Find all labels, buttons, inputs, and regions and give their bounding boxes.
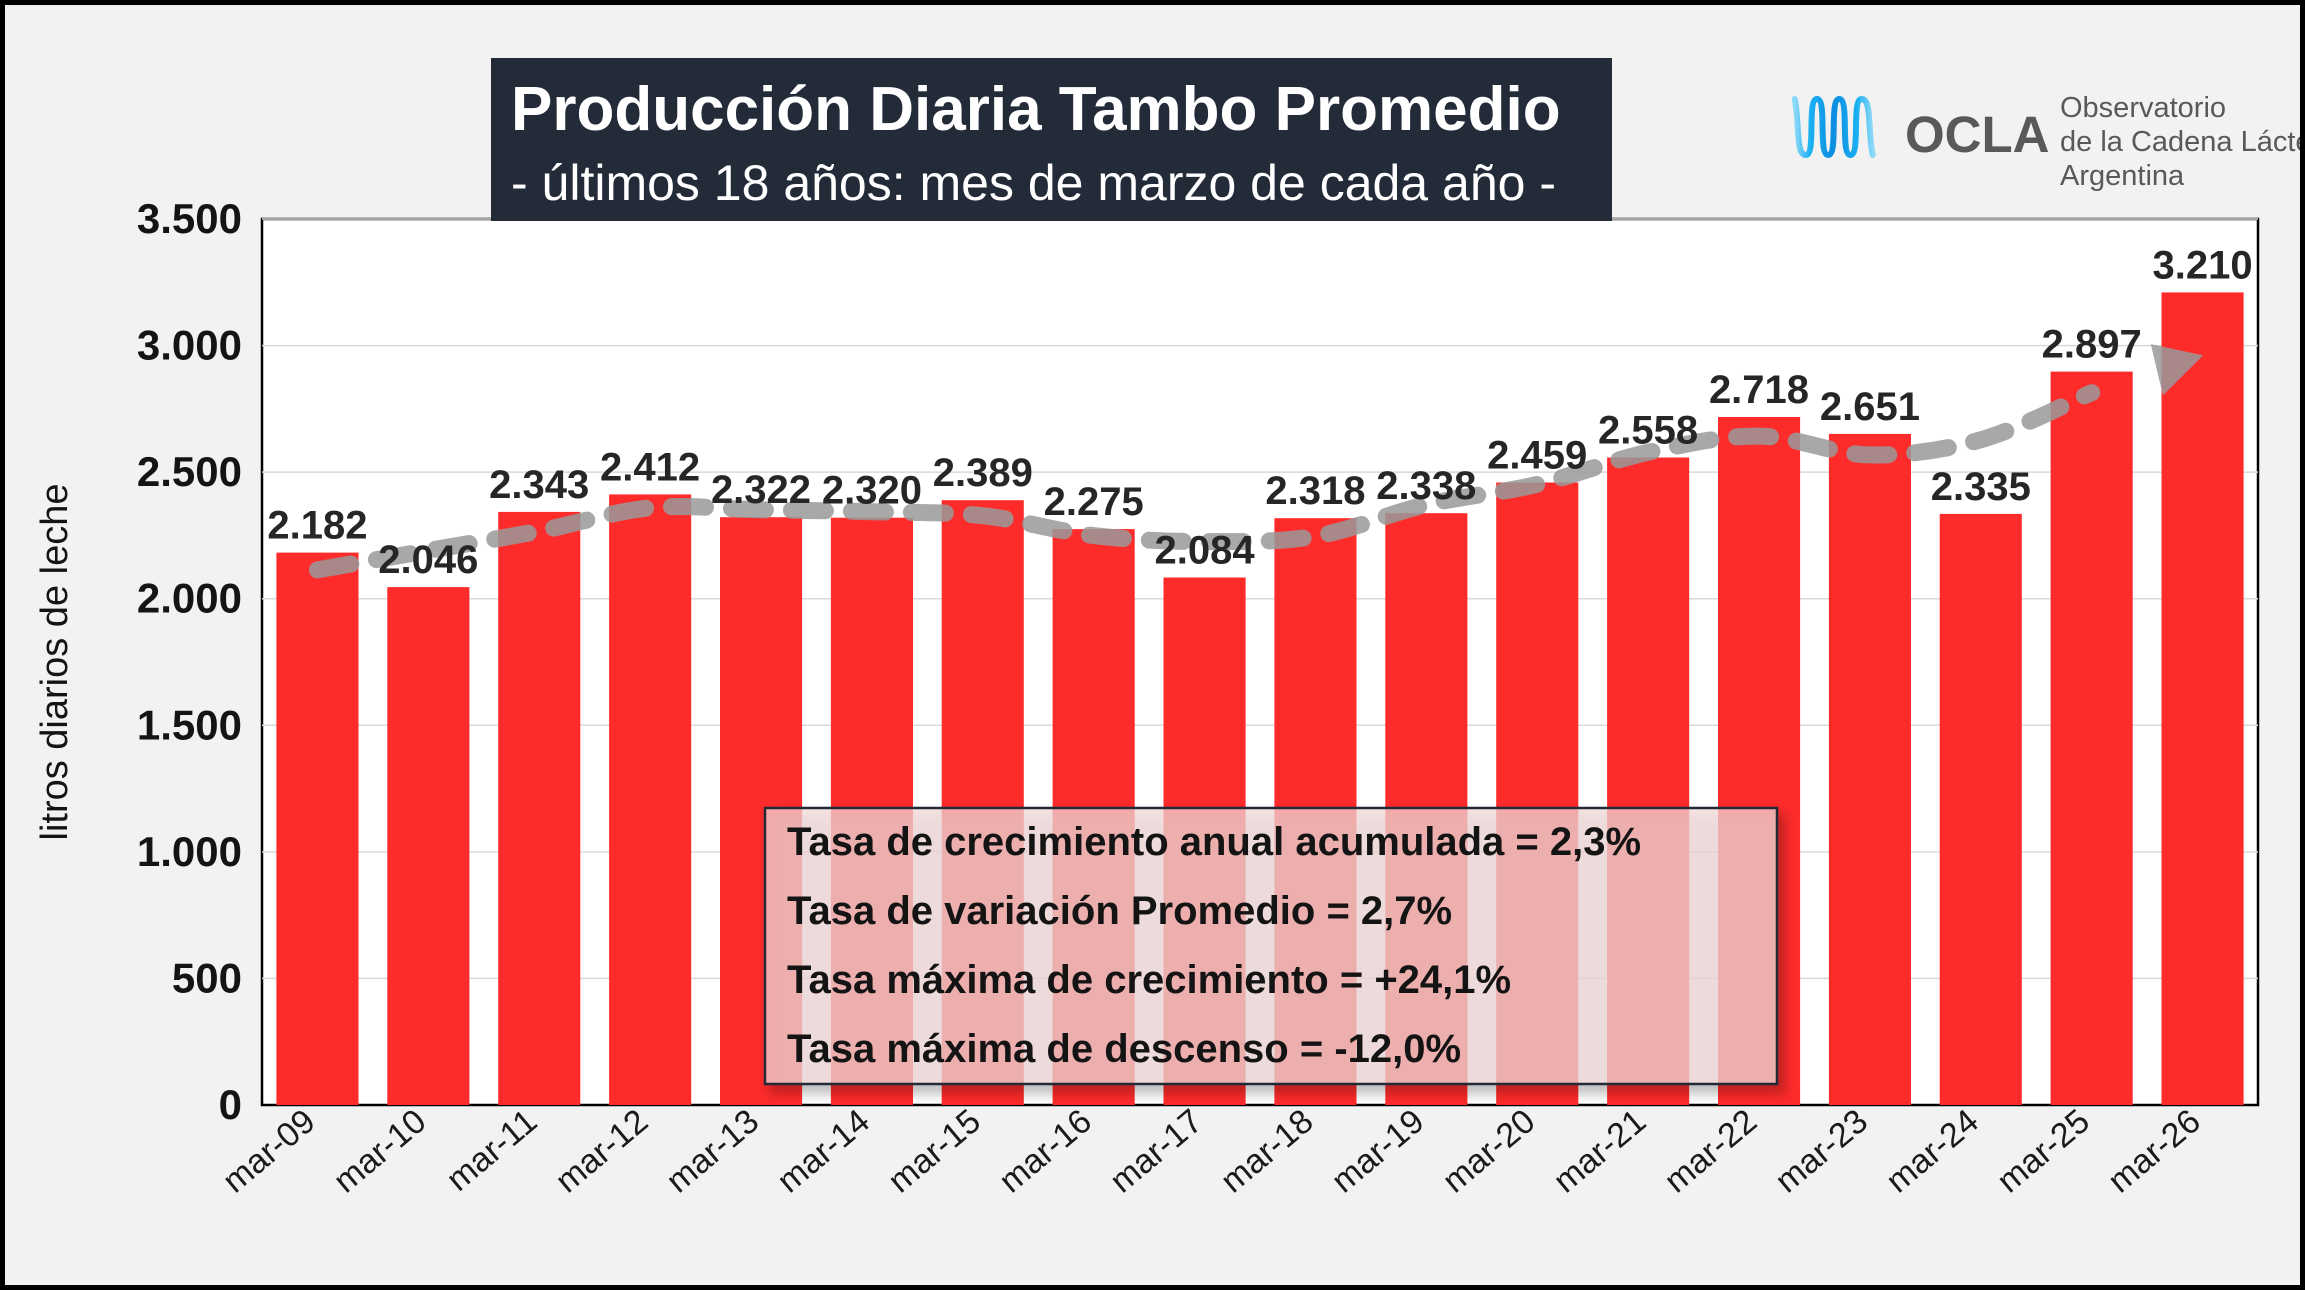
svg-text:mar-23: mar-23 [1768, 1102, 1875, 1200]
svg-text:mar-26: mar-26 [2101, 1102, 2208, 1200]
svg-text:1.500: 1.500 [137, 701, 242, 748]
svg-text:Tasa máxima de descenso = -12,: Tasa máxima de descenso = -12,0% [787, 1027, 1461, 1071]
svg-text:Argentina: Argentina [2060, 160, 2185, 192]
svg-text:3.210: 3.210 [2153, 243, 2253, 287]
svg-text:2.046: 2.046 [378, 538, 478, 582]
svg-text:2.335: 2.335 [1931, 465, 2031, 509]
svg-text:litros diarios de leche: litros diarios de leche [34, 484, 76, 841]
svg-text:500: 500 [172, 954, 242, 1001]
svg-text:3.000: 3.000 [137, 322, 242, 369]
svg-text:mar-11: mar-11 [439, 1102, 544, 1199]
svg-text:2.084: 2.084 [1155, 529, 1256, 573]
svg-text:mar-19: mar-19 [1325, 1102, 1432, 1200]
svg-text:2.718: 2.718 [1709, 368, 1809, 412]
svg-text:mar-22: mar-22 [1657, 1102, 1764, 1200]
svg-text:Tasa de crecimiento anual acum: Tasa de crecimiento anual acumulada = 2,… [787, 820, 1641, 864]
svg-text:2.897: 2.897 [2042, 323, 2142, 367]
svg-text:2.338: 2.338 [1376, 464, 1476, 508]
svg-text:mar-12: mar-12 [548, 1102, 655, 1200]
svg-text:Producción Diaria Tambo Promed: Producción Diaria Tambo Promedio [511, 75, 1561, 144]
svg-text:2.322: 2.322 [711, 468, 811, 512]
svg-text:2.000: 2.000 [137, 575, 242, 622]
svg-text:mar-21: mar-21 [1546, 1102, 1653, 1200]
svg-text:2.389: 2.389 [933, 451, 1033, 495]
svg-text:2.275: 2.275 [1044, 480, 1144, 524]
svg-text:2.182: 2.182 [267, 504, 367, 548]
svg-text:Observatorio: Observatorio [2060, 92, 2226, 124]
svg-text:2.459: 2.459 [1487, 434, 1587, 478]
svg-text:Tasa máxima de crecimiento = +: Tasa máxima de crecimiento = +24,1% [787, 958, 1511, 1002]
svg-text:- últimos 18 años: mes de marz: - últimos 18 años: mes de marzo de cada … [511, 155, 1556, 211]
svg-text:mar-17: mar-17 [1103, 1102, 1210, 1200]
svg-text:2.500: 2.500 [137, 448, 242, 495]
svg-text:mar-24: mar-24 [1879, 1102, 1986, 1200]
svg-text:mar-16: mar-16 [992, 1102, 1099, 1200]
svg-text:mar-15: mar-15 [881, 1102, 988, 1200]
svg-text:mar-18: mar-18 [1214, 1102, 1321, 1200]
svg-text:1.000: 1.000 [137, 828, 242, 875]
svg-text:mar-20: mar-20 [1435, 1102, 1542, 1200]
svg-text:Tasa de variación Promedio =: Tasa de variación Promedio = 2,7% [787, 889, 1452, 933]
svg-text:mar-14: mar-14 [770, 1102, 877, 1200]
svg-text:0: 0 [219, 1081, 242, 1128]
svg-text:2.651: 2.651 [1820, 385, 1920, 429]
svg-text:mar-13: mar-13 [659, 1102, 766, 1200]
svg-text:mar-10: mar-10 [327, 1102, 434, 1200]
svg-text:2.558: 2.558 [1598, 409, 1698, 453]
svg-text:2.343: 2.343 [489, 463, 589, 507]
svg-text:2.320: 2.320 [822, 469, 922, 513]
svg-text:mar-25: mar-25 [1990, 1102, 2097, 1200]
svg-text:2.412: 2.412 [600, 445, 700, 489]
svg-text:OCLA: OCLA [1905, 106, 2049, 163]
svg-text:2.318: 2.318 [1265, 469, 1365, 513]
svg-text:de la Cadena Láctea: de la Cadena Láctea [2060, 126, 2305, 158]
svg-text:3.500: 3.500 [137, 195, 242, 242]
